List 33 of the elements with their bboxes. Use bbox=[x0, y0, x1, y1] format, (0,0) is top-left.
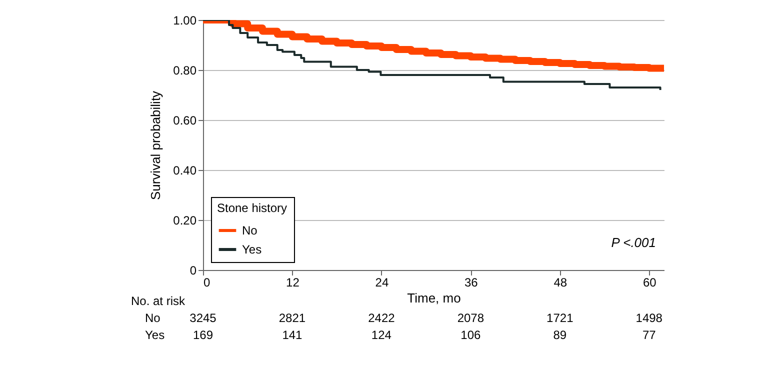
text: 89 bbox=[553, 328, 567, 342]
x-tick-label: 48 bbox=[554, 276, 568, 290]
y-tick-label: 0.40 bbox=[173, 164, 197, 178]
y-axis-title: Survival probability bbox=[148, 90, 164, 200]
y-tick-label: 0 bbox=[190, 264, 197, 278]
y-tick-label: 0.60 bbox=[173, 114, 197, 128]
y-tick-label: 0.80 bbox=[173, 64, 197, 78]
y-tick-label: 0.20 bbox=[173, 214, 197, 228]
annotation: P <.001 bbox=[611, 235, 656, 250]
text: 169 bbox=[192, 328, 214, 342]
x-tick-label: 60 bbox=[642, 276, 657, 290]
text: 2821 bbox=[278, 311, 306, 325]
text: 2422 bbox=[368, 311, 396, 325]
text: 124 bbox=[371, 328, 392, 342]
x-tick-label: 36 bbox=[464, 276, 478, 290]
legend-label: No bbox=[242, 224, 258, 238]
text: Yes bbox=[145, 328, 165, 342]
text: 1498 bbox=[636, 311, 663, 325]
x-axis-title: Time, mo bbox=[407, 290, 461, 306]
text: 2078 bbox=[457, 311, 484, 325]
x-tick-label: 0 bbox=[204, 276, 210, 290]
text: No. at risk bbox=[131, 294, 186, 308]
x-tick-label: 24 bbox=[375, 276, 389, 290]
text: 141 bbox=[282, 328, 303, 342]
legend-label: Yes bbox=[242, 242, 262, 256]
text: 106 bbox=[460, 328, 482, 342]
x-tick-label: 12 bbox=[286, 276, 300, 290]
text: 77 bbox=[642, 328, 656, 342]
text: 1721 bbox=[546, 311, 574, 325]
legend-title: Stone history bbox=[217, 201, 288, 215]
text: 3245 bbox=[190, 311, 217, 325]
y-tick-label: 1.00 bbox=[173, 14, 197, 28]
text: No bbox=[145, 311, 161, 325]
